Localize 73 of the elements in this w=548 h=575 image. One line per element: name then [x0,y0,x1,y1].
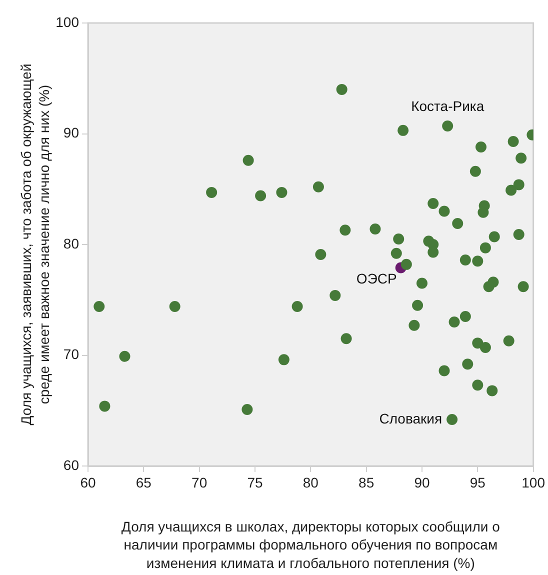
y-axis-title: Доля учащихся, заявивших, что забота об окружающей среде имеет важное значение лично для них (%) [18,64,52,426]
point [255,190,266,202]
point [508,136,519,148]
point [478,206,489,218]
point [169,301,180,312]
point [312,181,324,192]
point [452,218,464,229]
annotation: Словакия [379,410,442,426]
point [516,152,527,164]
x-tick-label: 100 [522,474,546,490]
point [94,301,105,312]
point [278,354,290,366]
x-tick-label: 70 [192,474,208,490]
point [292,301,303,312]
y-tick-label: 70 [63,346,80,362]
point [428,198,439,210]
point [206,186,218,198]
y-tick-label: 60 [63,456,80,473]
point [486,385,498,396]
annotation: ОЭСР [356,270,397,287]
y-tick-label: 100 [56,14,80,30]
point [412,300,424,311]
point [99,400,110,412]
point [390,248,402,259]
point [276,186,288,198]
point [470,166,481,177]
point [472,256,484,267]
point [472,338,484,349]
point [330,290,341,301]
point [488,231,500,242]
point [460,254,471,266]
x-tick-label: 65 [136,474,152,490]
x-tick-label: 80 [302,474,319,490]
point [315,248,326,260]
x-tick-label: 75 [247,474,263,490]
point [438,365,450,376]
point [448,316,460,328]
point [428,246,439,258]
point [480,242,491,254]
point [119,350,130,362]
point [442,120,454,132]
x-tick-label: 95 [470,474,486,490]
point [460,310,471,322]
point [503,335,514,346]
x-axis-title: Доля учащихся в школах, директоры которых сообщили о наличии программы формального обучения по вопросам изменения климата и глобального потепления (%) [121,518,500,571]
point [483,281,494,292]
point [393,233,404,244]
point [513,179,524,190]
point [472,380,484,391]
point [242,404,253,416]
point [340,224,351,236]
annotation: Коста-Рика [411,98,484,114]
point [400,258,412,270]
point [340,333,352,344]
point [438,206,450,217]
x-tick-label: 85 [358,474,374,490]
point [370,223,381,234]
point [416,278,428,289]
point [506,184,517,196]
point [518,281,529,292]
point [480,342,491,353]
x-tick-label: 90 [414,474,430,490]
x-tick-label: 60 [80,474,96,490]
y-tick-label: 80 [63,235,80,252]
point [242,154,254,166]
point [513,229,524,240]
point [408,320,420,331]
point [336,84,348,95]
point [475,142,486,153]
point [462,358,474,370]
point [398,124,409,136]
y-tick-label: 90 [63,124,80,141]
point [446,414,458,425]
